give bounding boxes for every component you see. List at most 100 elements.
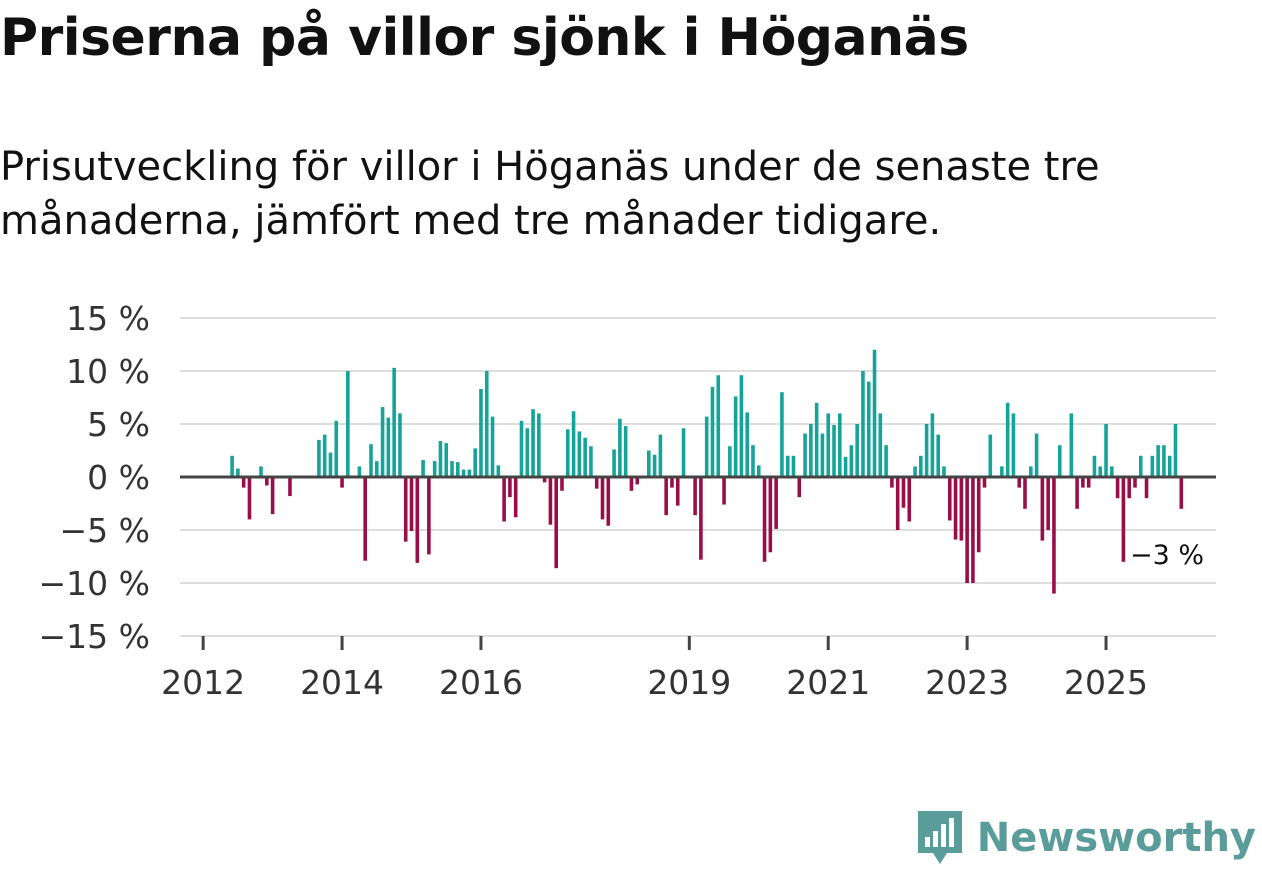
bar — [1133, 477, 1137, 488]
bar — [340, 477, 344, 488]
y-tick-label: 0 % — [87, 458, 150, 497]
bar — [745, 412, 749, 477]
bar — [409, 477, 414, 532]
bar — [1162, 445, 1166, 477]
bar — [861, 371, 865, 477]
bar — [907, 477, 912, 522]
bar — [398, 413, 402, 477]
bar — [1127, 477, 1131, 499]
bars — [230, 349, 1184, 594]
bar — [513, 477, 518, 518]
bar — [357, 466, 362, 477]
bar — [1023, 477, 1027, 509]
bar — [247, 477, 252, 520]
bar — [843, 456, 848, 477]
x-tick-label: 2016 — [439, 663, 523, 702]
y-tick-label: −10 % — [39, 564, 151, 603]
bar — [317, 439, 321, 477]
bar — [415, 477, 420, 563]
bar — [403, 477, 408, 542]
bar — [531, 409, 535, 477]
x-tick-label: 2012 — [161, 663, 245, 702]
y-tick-label: 10 % — [66, 352, 150, 391]
bar — [751, 445, 755, 477]
bar — [1121, 477, 1126, 562]
bar — [774, 477, 778, 529]
bar — [479, 389, 483, 477]
bar — [508, 477, 512, 498]
bar — [265, 477, 269, 486]
x-tick-label: 2023 — [925, 663, 1009, 702]
bar — [427, 477, 431, 555]
bar — [230, 455, 234, 477]
bar — [1150, 455, 1155, 477]
bar — [809, 424, 813, 477]
bar — [380, 407, 385, 477]
bar — [432, 461, 437, 477]
bar — [947, 477, 952, 521]
bar — [542, 477, 547, 483]
bar — [525, 428, 530, 477]
y-tick-label: −15 % — [39, 617, 151, 656]
bar — [658, 434, 663, 477]
bar — [259, 466, 263, 477]
bar — [1029, 466, 1033, 477]
bar — [571, 411, 576, 477]
y-tick-label: 5 % — [87, 405, 150, 444]
bar — [728, 446, 732, 477]
bar — [693, 477, 697, 516]
bar — [473, 448, 477, 477]
bar — [832, 425, 836, 477]
bar — [612, 449, 616, 477]
y-tick-label: −5 % — [60, 511, 151, 550]
bar — [913, 466, 917, 477]
bar — [797, 477, 802, 498]
bar — [467, 469, 472, 477]
bar — [1000, 466, 1004, 477]
last-value-label: −3 % — [1130, 540, 1204, 571]
bar — [369, 444, 373, 477]
bar — [1156, 445, 1160, 477]
bar — [820, 433, 825, 477]
bar — [791, 455, 796, 477]
newsworthy-logo-icon — [917, 811, 962, 864]
bar — [554, 477, 558, 569]
bar — [577, 431, 582, 477]
bar — [942, 466, 946, 477]
bar — [675, 477, 680, 506]
bar — [334, 420, 339, 477]
bar — [270, 477, 275, 515]
bar — [241, 477, 246, 488]
bar — [606, 477, 611, 526]
brand-name: Newsworthy — [976, 815, 1256, 861]
bar — [901, 477, 906, 508]
bar — [1052, 477, 1056, 594]
bar — [768, 477, 773, 553]
bar — [878, 413, 883, 477]
bar — [461, 469, 466, 477]
bar — [699, 477, 703, 560]
bar — [722, 477, 726, 505]
bar — [936, 434, 940, 477]
bar — [976, 477, 981, 553]
bar — [780, 392, 784, 477]
bar — [756, 465, 761, 477]
bar — [1167, 455, 1172, 477]
bar — [785, 455, 790, 477]
bar — [1179, 477, 1184, 509]
bar — [826, 413, 831, 477]
bar — [1144, 477, 1149, 499]
bar — [600, 477, 605, 520]
bar — [1098, 466, 1103, 477]
bar — [519, 420, 524, 477]
page-title: Priserna på villor sjönk i Höganäs — [0, 8, 969, 68]
bar — [438, 440, 443, 477]
bar — [762, 477, 767, 562]
bar — [1057, 445, 1062, 477]
bar-chart: 15 % 10 % 5 % 0 % −5 % −10 % −15 % 2012 2014 2016… — [39, 299, 1216, 702]
bar — [374, 461, 379, 477]
bar — [490, 416, 495, 477]
bar — [681, 428, 686, 477]
bar — [855, 424, 859, 477]
bar — [623, 426, 628, 477]
